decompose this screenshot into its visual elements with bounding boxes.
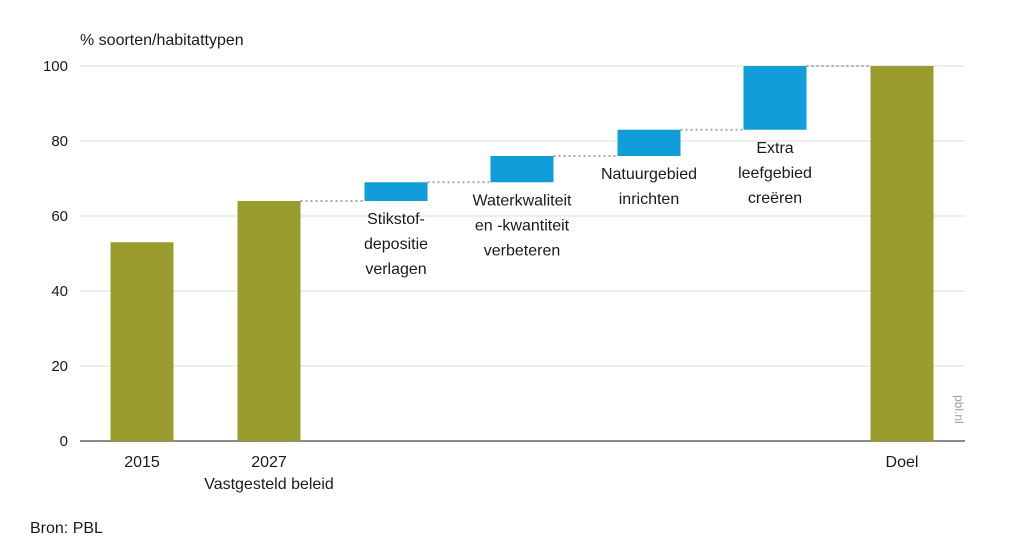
y-tick-label: 60 <box>51 208 68 225</box>
y-tick-label: 20 <box>51 358 68 375</box>
category-label: creëren <box>748 190 802 207</box>
step-bar <box>364 182 428 201</box>
category-label: 2015 <box>124 454 160 471</box>
step-bar <box>743 66 807 130</box>
category-label: en -kwantiteit <box>475 217 570 234</box>
bars <box>110 66 934 441</box>
watermark: pbl.nl <box>952 395 966 424</box>
total-bar <box>110 242 174 441</box>
y-tick-label: 100 <box>43 58 68 75</box>
category-label: Extra <box>756 140 793 157</box>
category-label: inrichten <box>619 191 679 208</box>
y-tick-label: 80 <box>51 133 68 150</box>
category-label: Vastgesteld beleid <box>204 476 334 493</box>
category-label: verlagen <box>365 261 426 278</box>
category-label: Stikstof- <box>367 211 425 228</box>
source-note: Bron: PBL <box>30 520 103 537</box>
step-bar <box>490 156 554 183</box>
y-tick-label: 40 <box>51 283 68 300</box>
total-bar <box>237 201 301 441</box>
y-axis-ticks: 0 20 40 60 80 100 <box>43 58 68 450</box>
category-label: Natuurgebied <box>601 166 697 183</box>
y-axis-label: % soorten/habitattypen <box>80 32 244 49</box>
category-label: leefgebied <box>738 165 812 182</box>
connector-lines <box>300 65 871 202</box>
category-label: depositie <box>364 236 428 253</box>
category-label: verbeteren <box>484 242 561 259</box>
category-labels: 2015 2027 Vastgesteld beleid Stikstof-depos… <box>124 140 918 493</box>
step-bar <box>617 129 681 156</box>
total-bar <box>870 66 934 441</box>
category-label: Waterkwaliteit <box>473 192 573 209</box>
category-label: Doel <box>886 454 919 471</box>
grid-lines <box>80 65 965 442</box>
category-label: 2027 <box>251 454 287 471</box>
y-tick-label: 0 <box>60 433 68 450</box>
